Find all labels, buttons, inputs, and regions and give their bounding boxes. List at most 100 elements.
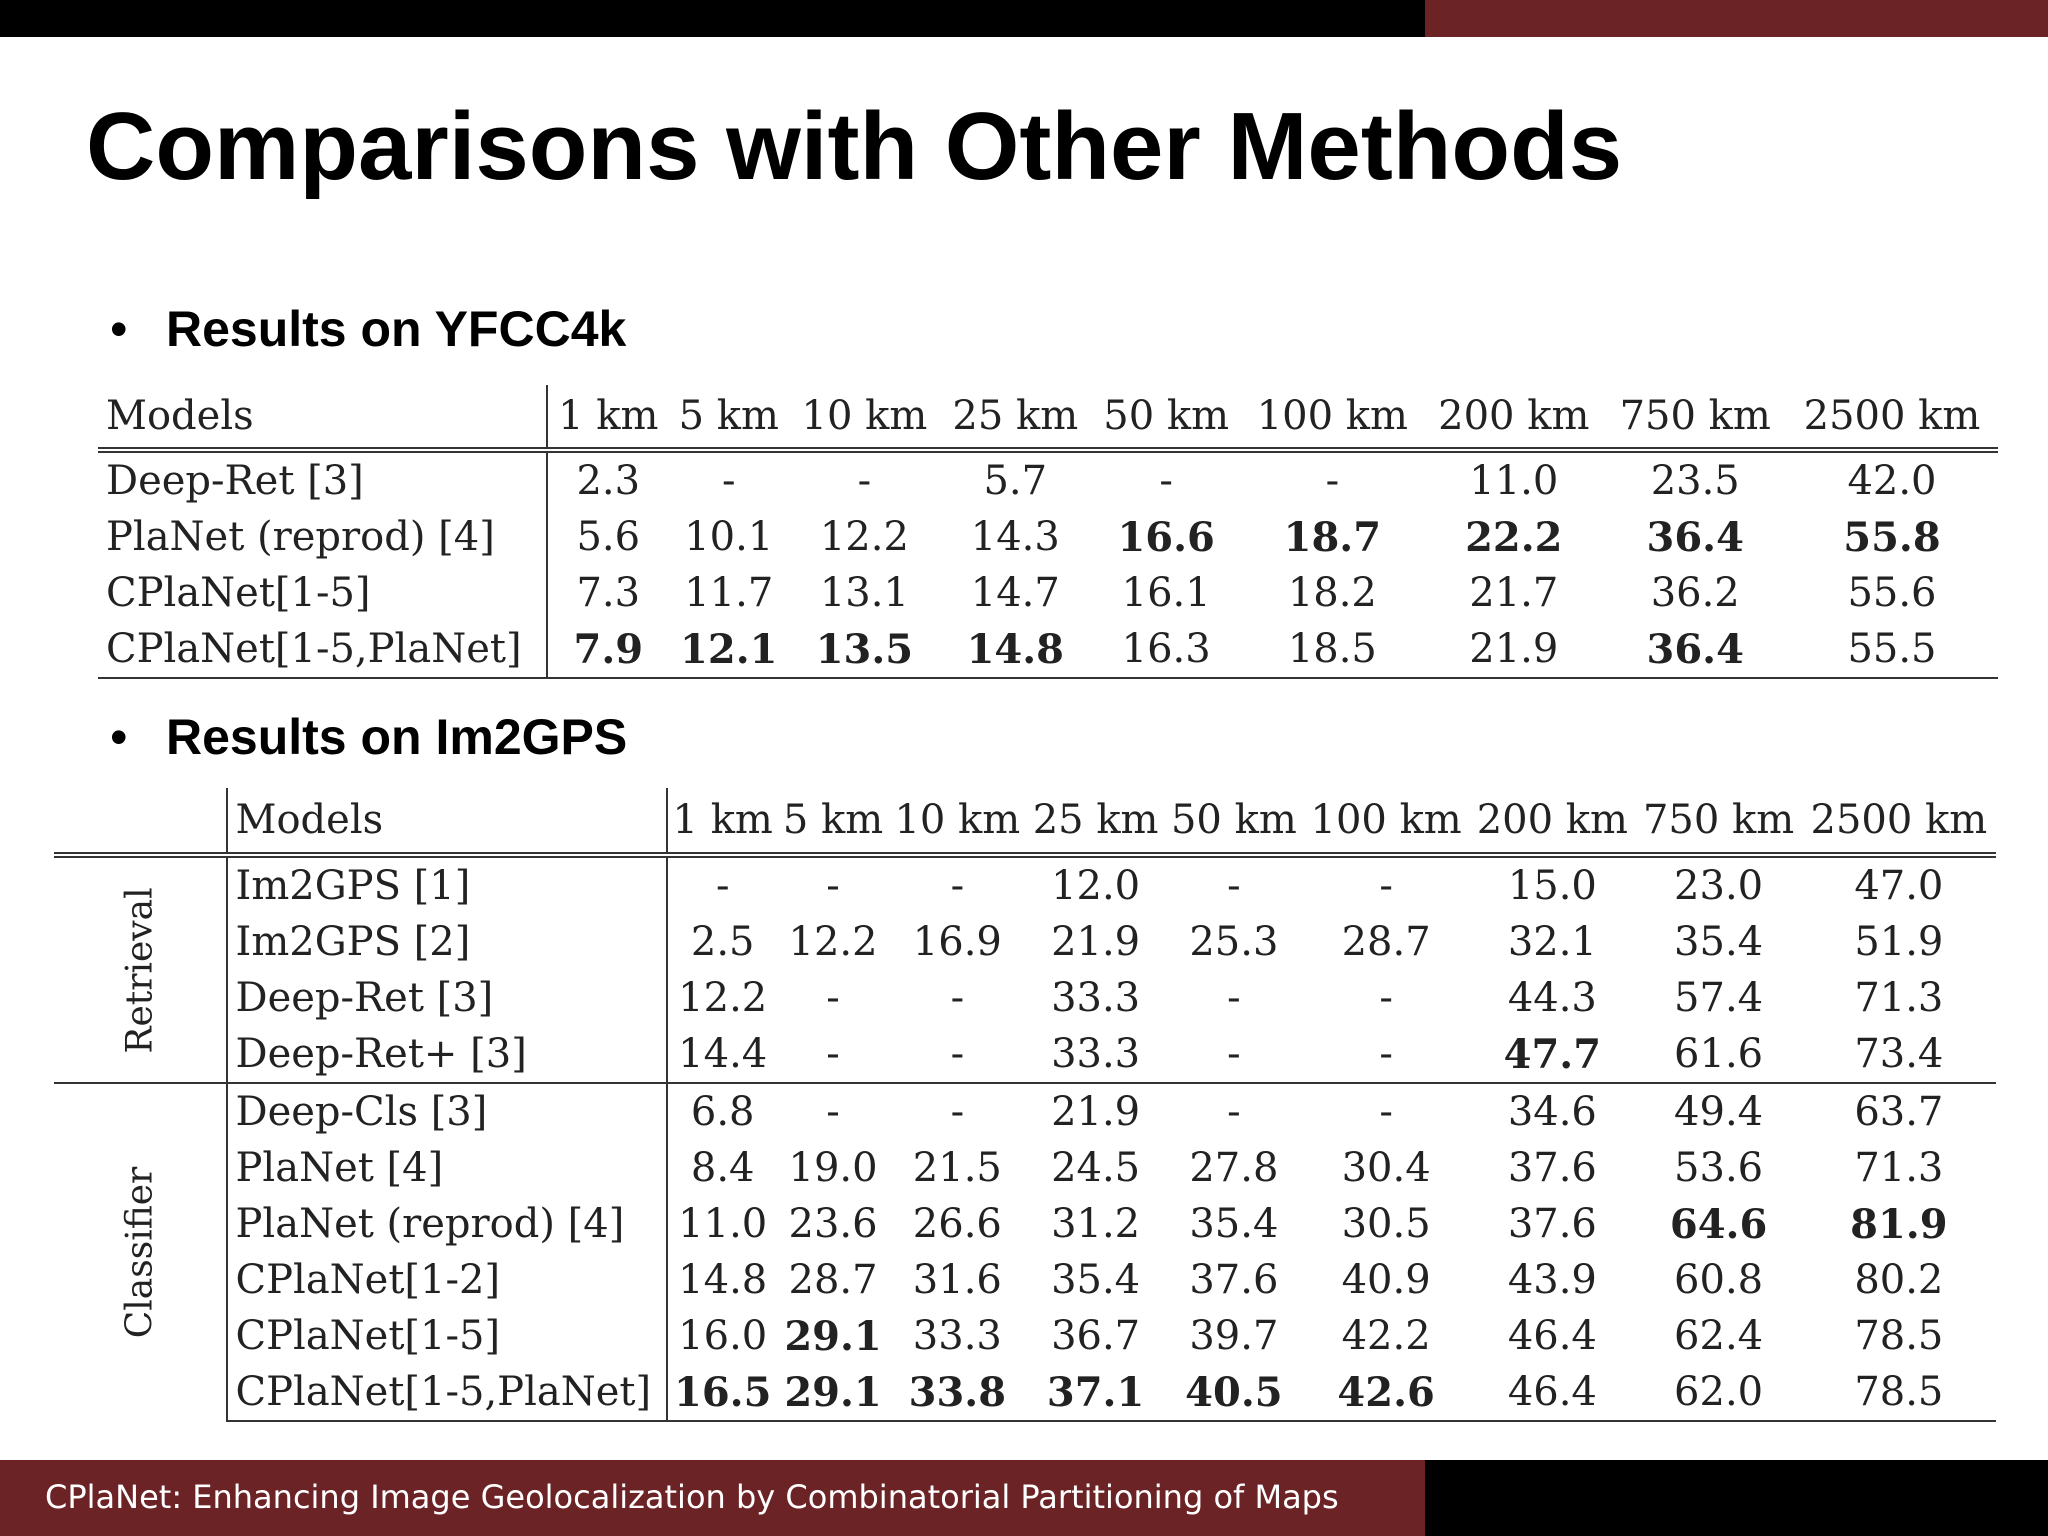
- column-header: 10 km: [788, 385, 940, 453]
- model-name: PlaNet (reprod) [4]: [226, 1196, 668, 1252]
- value-cell: 2.5: [690, 919, 755, 965]
- value-cell: 28.7: [788, 1257, 878, 1303]
- value-cell: 78.5: [1801, 1364, 1996, 1422]
- value-cell: 36.4: [1646, 513, 1744, 561]
- value-cell: 28.7: [1341, 919, 1431, 965]
- value-cell: 18.2: [1287, 570, 1377, 616]
- yfcc4k-results-table: Models 1 km 5 km 10 km 25 km 50 km 100 km 200 k…: [98, 385, 1998, 679]
- value-cell: 13.1: [819, 570, 909, 616]
- value-cell: 12.2: [788, 919, 878, 965]
- column-header: 2500 km: [1785, 385, 1998, 453]
- value-cell: 29.1: [777, 1364, 889, 1422]
- value-cell: 6.8: [666, 1082, 778, 1140]
- table-row: Im2GPS [2] 2.5 12.2 16.9 21.9 25.3 28.7 32.1 35.…: [54, 914, 1996, 970]
- value-cell: 13.5: [788, 621, 940, 679]
- model-name: CPlaNet[1-5,PlaNet]: [98, 621, 548, 679]
- value-cell: -: [950, 863, 965, 909]
- table-row: PlaNet (reprod) [4] 5.6 10.1 12.2 14.3 16.6 18…: [98, 509, 1998, 565]
- value-cell: 33.8: [888, 1364, 1027, 1422]
- value-cell: 36.2: [1650, 570, 1740, 616]
- value-cell: -: [888, 1082, 1027, 1140]
- model-name: Deep-Ret [3]: [98, 450, 548, 509]
- model-name: Im2GPS [1]: [226, 855, 668, 914]
- table-row: Deep-Ret [3] 2.3 - - 5.7 - - 11.0 23.5 42.0: [98, 450, 1998, 509]
- value-cell: 33.3: [912, 1313, 1002, 1359]
- column-header: 1 km: [666, 788, 778, 858]
- footer-bar-dark: [1425, 1460, 2048, 1536]
- value-cell: 35.4: [1674, 919, 1764, 965]
- column-header: 750 km: [1604, 385, 1786, 453]
- table-header-row: Models 1 km 5 km 10 km 25 km 50 km 100 km 200 k…: [54, 788, 1996, 858]
- value-cell: 44.3: [1507, 975, 1597, 1021]
- top-bar-dark: [0, 0, 1425, 37]
- value-cell: -: [1379, 975, 1393, 1021]
- value-cell: 31.6: [912, 1257, 1002, 1303]
- value-cell: 32.1: [1507, 919, 1597, 965]
- value-cell: 14.3: [970, 514, 1060, 560]
- group-label-text: Retrieval: [119, 886, 161, 1054]
- value-cell: 5.7: [983, 458, 1048, 504]
- model-name: Deep-Ret+ [3]: [226, 1026, 668, 1083]
- value-cell: 7.3: [576, 570, 641, 616]
- value-cell: 18.5: [1241, 621, 1424, 679]
- table-row: CPlaNet[1-5] 16.0 29.1 33.3 36.7 39.7 42.2 46.4…: [54, 1308, 1996, 1364]
- value-cell: 62.0: [1635, 1364, 1802, 1422]
- value-cell: -: [1164, 1082, 1303, 1140]
- value-cell: 42.0: [1847, 458, 1937, 504]
- value-cell: 47.0: [1854, 863, 1944, 909]
- value-cell: 23.0: [1674, 863, 1764, 909]
- value-cell: 40.9: [1341, 1257, 1431, 1303]
- value-cell: 21.9: [1026, 1082, 1165, 1140]
- bullet-icon: •: [110, 709, 128, 765]
- value-cell: 47.7: [1503, 1030, 1602, 1078]
- column-header: 1 km: [547, 385, 669, 453]
- column-header: Models: [226, 788, 668, 858]
- value-cell: 21.5: [912, 1145, 1002, 1191]
- group-label: Retrieval: [54, 855, 228, 1083]
- value-cell: 22.2: [1465, 513, 1563, 561]
- table-row: Classifier Deep-Cls [3] 6.8- -21.9- -34.6 49.…: [54, 1082, 1996, 1421]
- column-header: 200 km: [1469, 788, 1636, 858]
- value-cell: 55.5: [1785, 621, 1998, 679]
- value-cell: 61.6: [1674, 1031, 1764, 1077]
- value-cell: -: [722, 458, 736, 504]
- value-cell: 46.4: [1507, 1313, 1597, 1359]
- value-cell: 21.9: [1423, 621, 1605, 679]
- table-row: Deep-Ret+ [3] 14.4 - - 33.3 - - 47.7 61.6 73.4: [54, 1026, 1996, 1083]
- table-row: CPlaNet[1-2] 14.8 28.7 31.6 35.4 37.6 40.9 43.9…: [54, 1252, 1996, 1308]
- value-cell: 37.6: [1507, 1145, 1597, 1191]
- value-cell: 81.9: [1850, 1200, 1948, 1248]
- column-header: 50 km: [1164, 788, 1303, 858]
- section2-heading-text: Results on Im2GPS: [166, 709, 628, 765]
- value-cell: 57.4: [1674, 975, 1764, 1021]
- bullet-icon: •: [110, 301, 128, 357]
- value-cell: 55.8: [1843, 513, 1941, 561]
- model-name: PlaNet [4]: [226, 1140, 668, 1196]
- value-cell: 16.0: [678, 1313, 768, 1359]
- value-cell: 46.4: [1469, 1364, 1636, 1422]
- value-cell: 63.7: [1801, 1082, 1996, 1140]
- value-cell: 36.7: [1051, 1313, 1141, 1359]
- value-cell: 21.7: [1469, 570, 1559, 616]
- value-cell: 12.0: [1051, 863, 1141, 909]
- column-header: 2500 km: [1801, 788, 1996, 858]
- value-cell: 21.9: [1051, 919, 1141, 965]
- value-cell: 10.1: [684, 514, 774, 560]
- value-cell: 30.5: [1341, 1201, 1431, 1247]
- value-cell: 34.6: [1469, 1082, 1636, 1140]
- value-cell: 7.9: [547, 621, 669, 679]
- group-header-spacer: [54, 788, 228, 858]
- value-cell: 36.4: [1604, 621, 1786, 679]
- model-name: CPlaNet[1-5,PlaNet]: [226, 1364, 668, 1422]
- model-name: CPlaNet[1-5]: [98, 565, 548, 621]
- top-bar-accent: [1425, 0, 2048, 37]
- value-cell: 16.6: [1117, 513, 1215, 561]
- value-cell: 27.8: [1189, 1145, 1279, 1191]
- value-cell: -: [826, 975, 840, 1021]
- column-header: 25 km: [939, 385, 1091, 453]
- im2gps-results-table: Models 1 km 5 km 10 km 25 km 50 km 100 km 200 k…: [54, 788, 1996, 1422]
- value-cell: 37.1: [1026, 1364, 1165, 1422]
- value-cell: -: [1159, 458, 1173, 504]
- value-cell: 42.6: [1303, 1364, 1470, 1422]
- value-cell: 29.1: [784, 1312, 882, 1360]
